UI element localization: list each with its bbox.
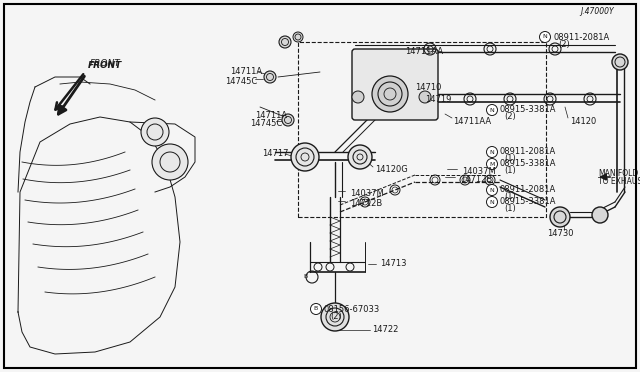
Circle shape: [282, 114, 294, 126]
Circle shape: [612, 54, 628, 70]
Circle shape: [486, 185, 497, 196]
Circle shape: [321, 303, 349, 331]
Circle shape: [279, 36, 291, 48]
Text: 14037M: 14037M: [462, 167, 496, 176]
Text: 08911-2081A: 08911-2081A: [553, 32, 609, 42]
Text: 08915-3381A: 08915-3381A: [500, 160, 557, 169]
Text: 14711AA: 14711AA: [453, 118, 491, 126]
Text: M: M: [490, 161, 495, 167]
Text: 14717: 14717: [262, 150, 289, 158]
Text: 14713: 14713: [380, 260, 406, 269]
Text: N: N: [490, 187, 494, 192]
Text: N: N: [490, 199, 494, 205]
Circle shape: [293, 32, 303, 42]
Circle shape: [486, 196, 497, 208]
Text: 14711AA: 14711AA: [405, 48, 443, 57]
Text: 08911-2081A: 08911-2081A: [500, 148, 556, 157]
Circle shape: [352, 91, 364, 103]
Text: 08915-3381A: 08915-3381A: [500, 106, 557, 115]
Text: FRONT: FRONT: [88, 61, 122, 71]
Circle shape: [291, 143, 319, 171]
Text: 08156-67033: 08156-67033: [323, 305, 380, 314]
Circle shape: [310, 304, 321, 314]
Text: 14712B: 14712B: [460, 176, 492, 185]
Text: 14710: 14710: [415, 83, 442, 92]
Text: 14730: 14730: [547, 230, 573, 238]
Text: MANIFOLD: MANIFOLD: [598, 169, 638, 177]
Text: 14745C: 14745C: [225, 77, 257, 87]
Text: FRONT: FRONT: [90, 60, 121, 68]
Text: (1): (1): [504, 205, 516, 214]
FancyBboxPatch shape: [352, 49, 438, 120]
Circle shape: [152, 144, 188, 180]
Text: N: N: [543, 35, 547, 39]
Text: (1): (1): [504, 192, 516, 202]
Text: 14711A: 14711A: [230, 67, 262, 77]
Text: 14037M: 14037M: [350, 189, 384, 199]
Circle shape: [540, 32, 550, 42]
Text: (2): (2): [558, 39, 570, 48]
Text: 14722: 14722: [372, 326, 398, 334]
Circle shape: [419, 91, 431, 103]
Text: (2): (2): [330, 311, 342, 321]
Text: TO EXHAUST: TO EXHAUST: [598, 177, 640, 186]
Circle shape: [264, 71, 276, 83]
Text: B: B: [303, 275, 307, 279]
Text: 14120: 14120: [570, 118, 596, 126]
Text: N: N: [490, 108, 494, 112]
Circle shape: [141, 118, 169, 146]
Text: (2): (2): [504, 112, 516, 122]
Circle shape: [550, 207, 570, 227]
Text: J.47000Y: J.47000Y: [580, 7, 614, 16]
Text: B: B: [314, 307, 318, 311]
Text: (1): (1): [504, 167, 516, 176]
Circle shape: [486, 147, 497, 157]
Circle shape: [348, 145, 372, 169]
Text: 14719: 14719: [425, 94, 451, 103]
Text: 14712B: 14712B: [350, 199, 382, 208]
Circle shape: [486, 158, 497, 170]
Text: (1): (1): [504, 154, 516, 164]
Text: N: N: [490, 150, 494, 154]
Text: 08915-3381A: 08915-3381A: [500, 198, 557, 206]
Circle shape: [592, 207, 608, 223]
Circle shape: [486, 105, 497, 115]
Text: 08911-2081A: 08911-2081A: [500, 186, 556, 195]
Text: 14120G: 14120G: [375, 166, 408, 174]
Text: 14745C: 14745C: [250, 119, 282, 128]
Circle shape: [372, 76, 408, 112]
Text: 14711A: 14711A: [255, 110, 287, 119]
